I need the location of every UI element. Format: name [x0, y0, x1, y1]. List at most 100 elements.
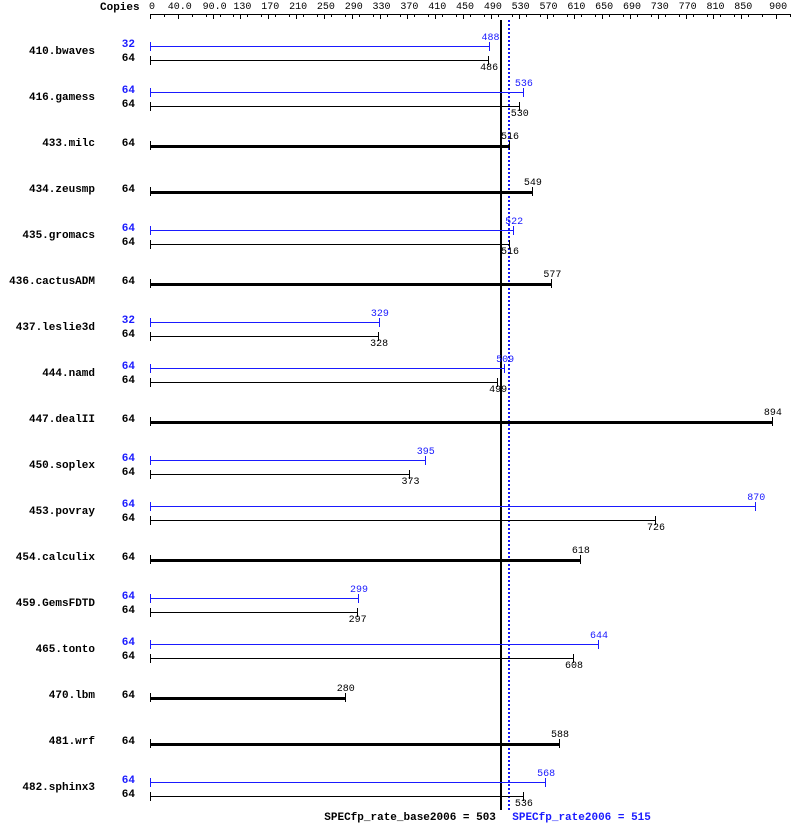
- value-label: 280: [337, 684, 355, 695]
- axis-minor-tick: [247, 14, 248, 17]
- bar-cap-left: [150, 318, 151, 327]
- bar: [150, 743, 559, 746]
- benchmark-name: 454.calculix: [0, 552, 95, 564]
- bar: [150, 520, 655, 521]
- benchmark-name: 435.gromacs: [0, 230, 95, 242]
- axis-minor-tick: [387, 14, 388, 17]
- axis-minor-tick: [665, 14, 666, 17]
- axis-minor-tick: [748, 14, 749, 17]
- axis-tick: [178, 14, 179, 19]
- axis-tick-label: 570: [535, 2, 563, 13]
- axis-tick: [602, 14, 603, 19]
- value-label: 516: [501, 132, 519, 143]
- value-label: 530: [511, 109, 529, 120]
- axis-minor-tick: [679, 14, 680, 17]
- benchmark-name: 459.GemsFDTD: [0, 598, 95, 610]
- benchmark-name: 410.bwaves: [0, 46, 95, 58]
- bar: [150, 244, 509, 245]
- axis-tick: [491, 14, 492, 19]
- axis-minor-tick: [400, 14, 401, 17]
- copies-label: 64: [100, 552, 135, 564]
- copies-label: 64: [100, 499, 135, 511]
- value-label: 588: [551, 730, 569, 741]
- axis-tick: [268, 14, 269, 19]
- bar: [150, 506, 755, 507]
- axis-tick-label: 90.0: [201, 2, 229, 13]
- axis-tick: [150, 14, 151, 19]
- axis-minor-tick: [373, 14, 374, 17]
- bar-cap-left: [150, 226, 151, 235]
- axis-tick: [630, 14, 631, 19]
- bar-cap-left: [150, 470, 151, 479]
- bar: [150, 145, 509, 148]
- axis-tick-label: 290: [340, 2, 368, 13]
- copies-label: 64: [100, 513, 135, 525]
- axis-tick-label: 900: [764, 2, 792, 13]
- spec-chart: 040.090.01301702102502903303704104504905…: [0, 0, 799, 831]
- axis-tick-label: 210: [284, 2, 312, 13]
- bar: [150, 658, 573, 659]
- copies-label: 64: [100, 99, 135, 111]
- bar-cap-left: [150, 456, 151, 465]
- bar-cap-left: [150, 654, 151, 663]
- axis-minor-tick: [456, 14, 457, 17]
- bar: [150, 612, 357, 613]
- axis-minor-tick: [484, 14, 485, 17]
- axis-minor-tick: [734, 14, 735, 17]
- bar: [150, 336, 378, 337]
- axis-minor-tick: [164, 14, 165, 17]
- copies-label: 64: [100, 637, 135, 649]
- axis-minor-tick: [707, 14, 708, 17]
- value-label: 536: [515, 799, 533, 810]
- copies-label: 64: [100, 184, 135, 196]
- axis-tick-label: 450: [451, 2, 479, 13]
- value-label: 329: [371, 309, 389, 320]
- bar-cap-left: [150, 502, 151, 511]
- axis-minor-tick: [651, 14, 652, 17]
- axis-tick: [240, 14, 241, 19]
- benchmark-name: 416.gamess: [0, 92, 95, 104]
- bar-cap-left: [150, 88, 151, 97]
- axis-minor-tick: [303, 14, 304, 17]
- axis-tick-label: 490: [479, 2, 507, 13]
- value-label: 516: [501, 247, 519, 258]
- benchmark-name: 437.leslie3d: [0, 322, 95, 334]
- bar: [150, 644, 598, 645]
- bar: [150, 460, 425, 461]
- copies-label: 64: [100, 329, 135, 341]
- copies-label: 64: [100, 591, 135, 603]
- bar-cap-left: [150, 417, 151, 426]
- bar-cap-left: [150, 778, 151, 787]
- copies-label: 64: [100, 736, 135, 748]
- bar: [150, 474, 409, 475]
- benchmark-name: 436.cactusADM: [0, 276, 95, 288]
- benchmark-name: 453.povray: [0, 506, 95, 518]
- value-label: 522: [505, 217, 523, 228]
- bar-cap-left: [150, 56, 151, 65]
- reference-label: SPECfp_rate_base2006 = 503: [324, 812, 496, 824]
- axis-minor-tick: [762, 14, 763, 17]
- bar: [150, 92, 523, 93]
- bar: [150, 283, 551, 286]
- bar-cap-left: [150, 42, 151, 51]
- axis-minor-tick: [192, 14, 193, 17]
- value-label: 644: [590, 631, 608, 642]
- axis-tick: [658, 14, 659, 19]
- copies-label: 64: [100, 276, 135, 288]
- axis-minor-tick: [317, 14, 318, 17]
- axis-minor-tick: [220, 14, 221, 17]
- bar-cap-left: [150, 141, 151, 150]
- value-label: 488: [481, 33, 499, 44]
- copies-header: Copies: [100, 2, 140, 14]
- benchmark-name: 434.zeusmp: [0, 184, 95, 196]
- bar-cap-left: [150, 555, 151, 564]
- bar: [150, 46, 489, 47]
- axis-minor-tick: [553, 14, 554, 17]
- axis-minor-tick: [581, 14, 582, 17]
- copies-label: 64: [100, 414, 135, 426]
- value-label: 499: [489, 385, 507, 396]
- axis-tick-label: 410: [423, 2, 451, 13]
- bar-cap-left: [150, 102, 151, 111]
- copies-label: 64: [100, 467, 135, 479]
- axis-tick-label: 850: [729, 2, 757, 13]
